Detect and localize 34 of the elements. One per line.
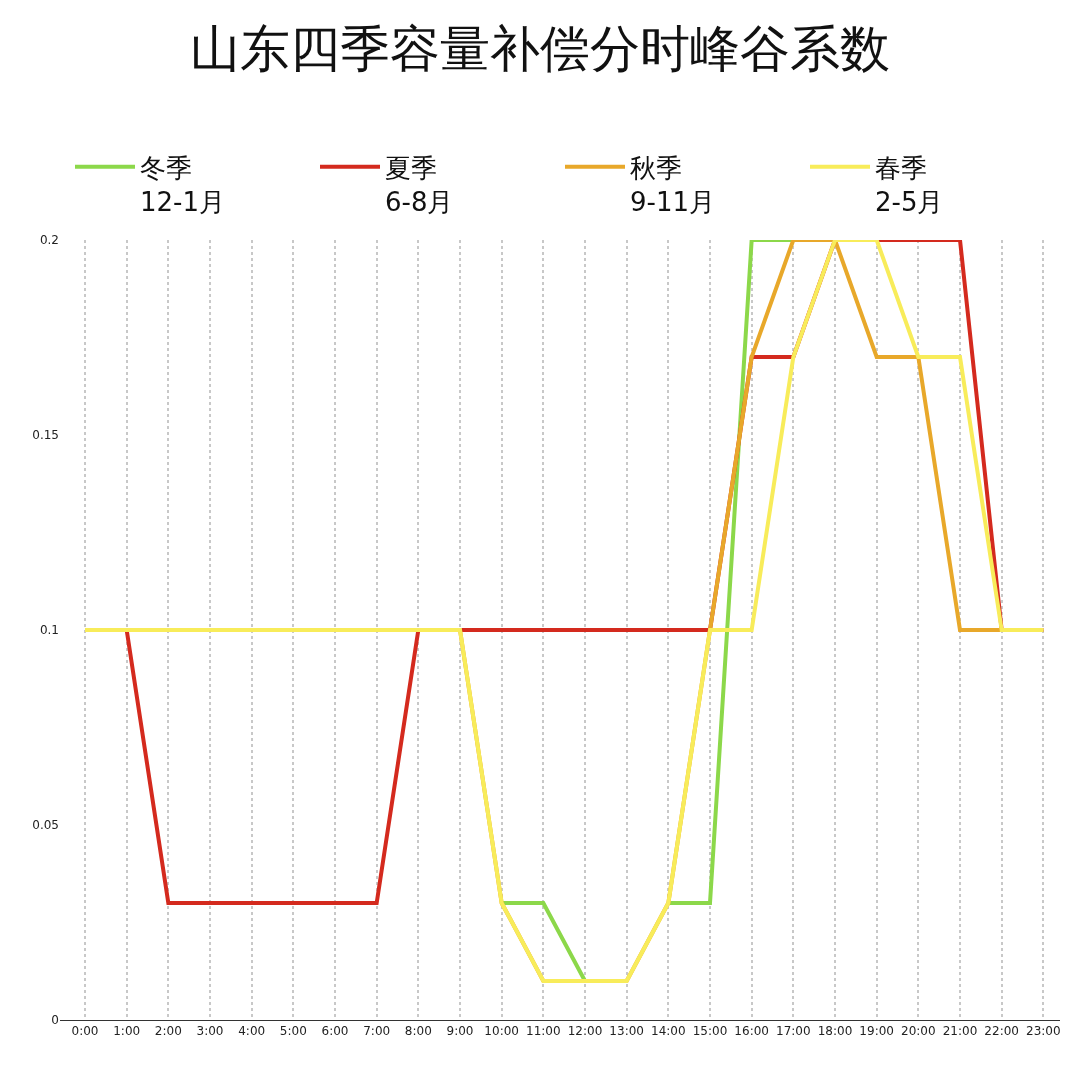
- chart-title: 山东四季容量补偿分时峰谷系数: [190, 20, 890, 79]
- y-tick-label: 0.2: [39, 233, 59, 248]
- x-tick-label: 17:00: [776, 1024, 811, 1039]
- x-tick-label: 11:00: [526, 1024, 561, 1039]
- x-tick-label: 21:00: [942, 1024, 978, 1039]
- x-tick-label: 3:00: [196, 1024, 224, 1039]
- y-tick-label: 0.05: [32, 818, 59, 833]
- x-tick-label: 10:00: [484, 1024, 519, 1039]
- y-tick-label: 0.15: [32, 428, 59, 443]
- x-tick-label: 14:00: [651, 1024, 686, 1039]
- x-tick-label: 15:00: [692, 1024, 728, 1039]
- x-tick-label: 4:00: [238, 1024, 266, 1039]
- x-tick-label: 0:00: [71, 1024, 99, 1039]
- x-tick-label: 18:00: [817, 1024, 853, 1039]
- y-tick-label: 0: [51, 1013, 59, 1028]
- y-tick-label: 0.1: [39, 623, 59, 638]
- x-tick-label: 2:00: [154, 1024, 182, 1039]
- x-tick-label: 8:00: [404, 1024, 432, 1039]
- legend-label: 春季 2-5月: [875, 152, 944, 217]
- x-tick-label: 12:00: [567, 1024, 603, 1039]
- x-tick-label: 7:00: [363, 1024, 391, 1039]
- x-tick-label: 19:00: [859, 1024, 894, 1039]
- x-tick-label: 22:00: [984, 1024, 1019, 1039]
- x-tick-label: 1:00: [113, 1024, 141, 1039]
- legend-label: 夏季 6-8月: [385, 152, 454, 217]
- x-tick-label: 20:00: [901, 1024, 936, 1039]
- x-tick-label: 23:00: [1026, 1024, 1061, 1039]
- legend-label: 秋季 9-11月: [630, 152, 716, 217]
- legend-label: 冬季 12-1月: [140, 152, 226, 217]
- x-tick-label: 6:00: [321, 1024, 349, 1039]
- x-tick-label: 5:00: [279, 1024, 307, 1039]
- x-tick-label: 13:00: [609, 1024, 644, 1039]
- x-tick-label: 9:00: [446, 1024, 474, 1039]
- x-tick-label: 16:00: [734, 1024, 769, 1039]
